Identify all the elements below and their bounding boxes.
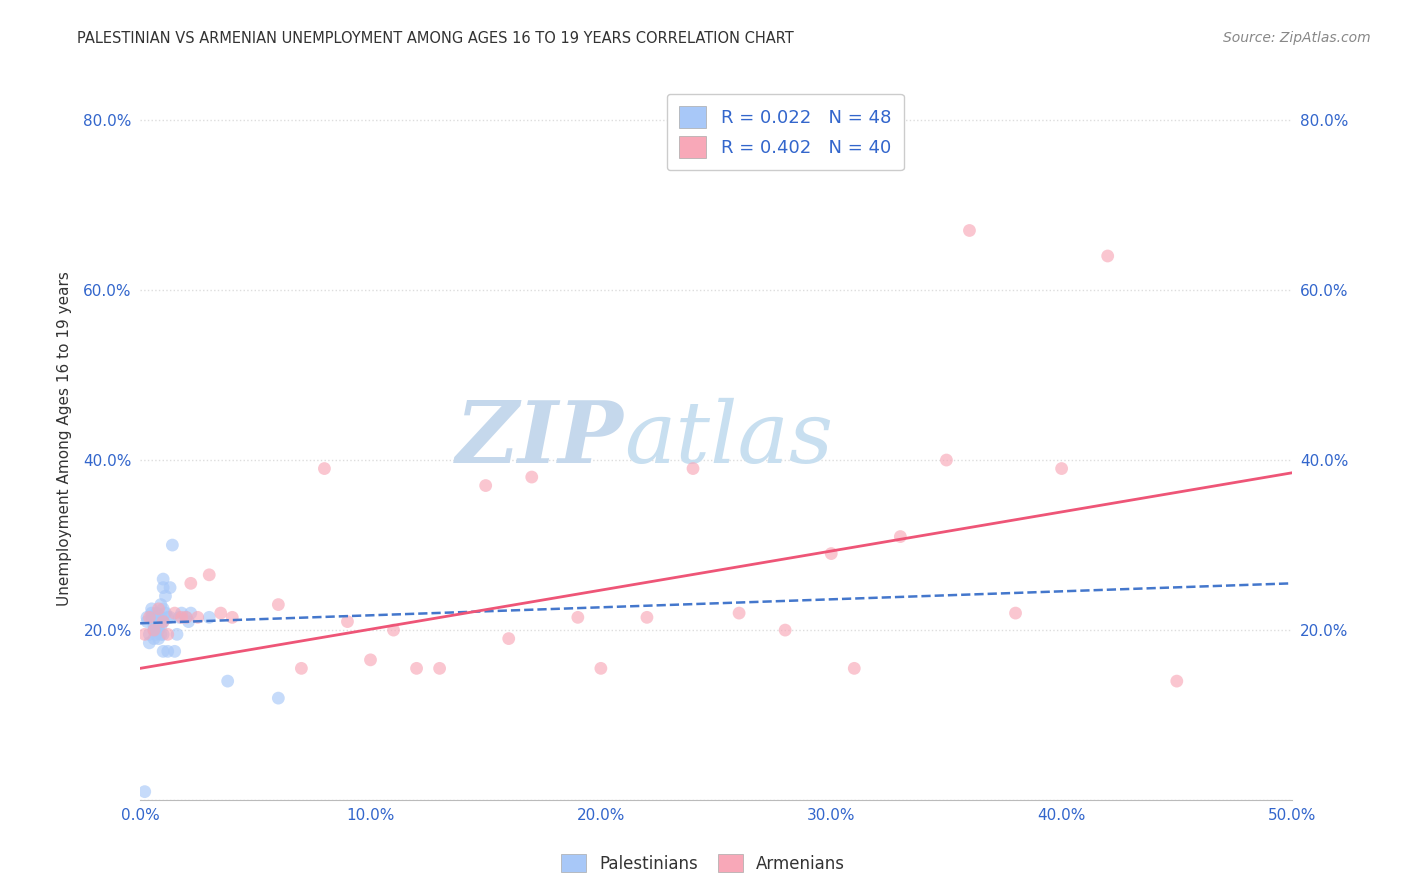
Point bbox=[149, 627, 172, 641]
Point bbox=[209, 606, 232, 620]
Point bbox=[162, 538, 184, 552]
Point bbox=[138, 636, 160, 650]
Point bbox=[728, 606, 751, 620]
Point bbox=[170, 610, 193, 624]
Point bbox=[149, 610, 172, 624]
Point bbox=[170, 606, 193, 620]
Point bbox=[136, 615, 159, 629]
Point bbox=[180, 606, 202, 620]
Point bbox=[169, 610, 191, 624]
Point bbox=[156, 627, 179, 641]
Point bbox=[159, 610, 181, 624]
Point bbox=[152, 615, 174, 629]
Point bbox=[163, 606, 186, 620]
Point bbox=[589, 661, 612, 675]
Text: ZIP: ZIP bbox=[456, 397, 624, 481]
Point bbox=[152, 627, 174, 641]
Point bbox=[382, 623, 405, 637]
Point bbox=[187, 610, 209, 624]
Legend: R = 0.022   N = 48, R = 0.402   N = 40: R = 0.022 N = 48, R = 0.402 N = 40 bbox=[666, 94, 904, 170]
Point bbox=[149, 598, 172, 612]
Point bbox=[142, 619, 165, 633]
Point bbox=[166, 627, 188, 641]
Point bbox=[134, 627, 156, 641]
Point bbox=[636, 610, 658, 624]
Point bbox=[148, 632, 170, 646]
Point bbox=[889, 530, 911, 544]
Point bbox=[1166, 674, 1188, 689]
Point bbox=[141, 606, 163, 620]
Point bbox=[148, 607, 170, 622]
Point bbox=[156, 644, 179, 658]
Point bbox=[429, 661, 451, 675]
Point bbox=[267, 691, 290, 706]
Point bbox=[163, 644, 186, 658]
Point bbox=[498, 632, 520, 646]
Point bbox=[567, 610, 589, 624]
Point bbox=[141, 602, 163, 616]
Point bbox=[820, 547, 842, 561]
Point bbox=[520, 470, 543, 484]
Text: atlas: atlas bbox=[624, 398, 832, 480]
Point bbox=[180, 576, 202, 591]
Point bbox=[142, 632, 165, 646]
Point bbox=[405, 661, 427, 675]
Point bbox=[134, 784, 156, 798]
Point bbox=[145, 610, 167, 624]
Point bbox=[149, 619, 172, 633]
Point bbox=[221, 610, 243, 624]
Legend: Palestinians, Armenians: Palestinians, Armenians bbox=[554, 847, 852, 880]
Point bbox=[145, 619, 167, 633]
Point bbox=[174, 610, 197, 624]
Point bbox=[141, 610, 163, 624]
Point bbox=[314, 461, 336, 475]
Point bbox=[1004, 606, 1026, 620]
Point bbox=[177, 615, 200, 629]
Point bbox=[155, 606, 177, 620]
Point bbox=[145, 627, 167, 641]
Text: PALESTINIAN VS ARMENIAN UNEMPLOYMENT AMONG AGES 16 TO 19 YEARS CORRELATION CHART: PALESTINIAN VS ARMENIAN UNEMPLOYMENT AMO… bbox=[77, 31, 794, 46]
Point bbox=[148, 615, 170, 629]
Point bbox=[198, 610, 221, 624]
Point bbox=[152, 615, 174, 629]
Point bbox=[152, 602, 174, 616]
Point bbox=[474, 478, 496, 492]
Point bbox=[174, 610, 197, 624]
Point bbox=[152, 572, 174, 586]
Point bbox=[198, 567, 221, 582]
Point bbox=[159, 581, 181, 595]
Point bbox=[138, 610, 160, 624]
Point bbox=[142, 623, 165, 637]
Point bbox=[290, 661, 312, 675]
Point bbox=[152, 581, 174, 595]
Point bbox=[138, 627, 160, 641]
Point bbox=[1050, 461, 1073, 475]
Point bbox=[267, 598, 290, 612]
Point bbox=[360, 653, 382, 667]
Point bbox=[336, 615, 359, 629]
Point bbox=[155, 589, 177, 603]
Point bbox=[959, 223, 981, 237]
Point bbox=[935, 453, 957, 467]
Point bbox=[152, 644, 174, 658]
Point bbox=[148, 602, 170, 616]
Point bbox=[1097, 249, 1119, 263]
Point bbox=[145, 623, 167, 637]
Point bbox=[145, 606, 167, 620]
Point bbox=[148, 623, 170, 637]
Point bbox=[773, 623, 796, 637]
Y-axis label: Unemployment Among Ages 16 to 19 years: Unemployment Among Ages 16 to 19 years bbox=[58, 271, 72, 607]
Point bbox=[156, 610, 179, 624]
Text: Source: ZipAtlas.com: Source: ZipAtlas.com bbox=[1223, 31, 1371, 45]
Point bbox=[136, 610, 159, 624]
Point bbox=[844, 661, 866, 675]
Point bbox=[217, 674, 239, 689]
Point bbox=[142, 623, 165, 637]
Point bbox=[142, 610, 165, 624]
Point bbox=[682, 461, 704, 475]
